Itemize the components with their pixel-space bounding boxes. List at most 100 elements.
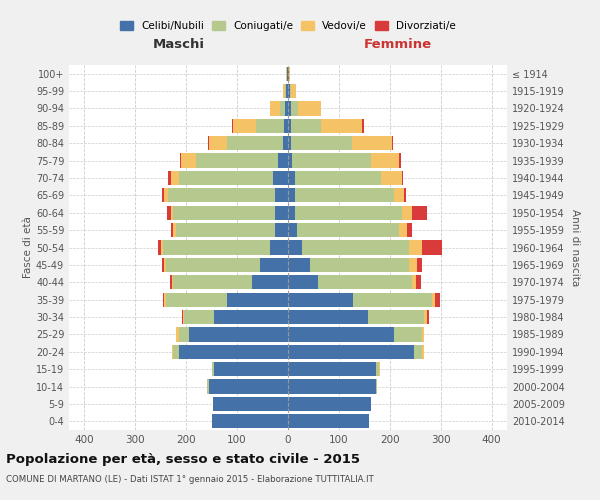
Text: Femmine: Femmine bbox=[364, 38, 431, 51]
Bar bbox=[302, 240, 409, 254]
Bar bbox=[284, 118, 288, 133]
Bar bbox=[422, 328, 424, 342]
Bar bbox=[275, 223, 288, 237]
Bar bbox=[290, 102, 298, 116]
Bar bbox=[232, 118, 233, 133]
Bar bbox=[212, 414, 288, 428]
Bar bbox=[288, 292, 353, 307]
Y-axis label: Fasce di età: Fasce di età bbox=[23, 216, 33, 278]
Bar bbox=[288, 258, 310, 272]
Bar bbox=[290, 136, 352, 150]
Bar bbox=[214, 362, 288, 376]
Bar bbox=[352, 136, 392, 150]
Bar bbox=[287, 66, 288, 81]
Bar bbox=[295, 188, 394, 202]
Bar bbox=[171, 223, 173, 237]
Bar bbox=[164, 188, 169, 202]
Bar bbox=[169, 171, 171, 185]
Text: Maschi: Maschi bbox=[152, 38, 205, 51]
Bar bbox=[288, 328, 394, 342]
Bar bbox=[292, 154, 371, 168]
Bar bbox=[273, 171, 288, 185]
Bar bbox=[427, 310, 428, 324]
Bar bbox=[286, 102, 288, 116]
Bar bbox=[401, 171, 403, 185]
Bar bbox=[209, 136, 227, 150]
Bar bbox=[288, 240, 302, 254]
Bar bbox=[166, 258, 260, 272]
Bar bbox=[173, 275, 253, 289]
Bar bbox=[289, 66, 290, 81]
Bar bbox=[310, 258, 409, 272]
Bar bbox=[288, 362, 376, 376]
Bar bbox=[412, 206, 427, 220]
Bar bbox=[288, 154, 292, 168]
Bar bbox=[206, 380, 209, 394]
Bar bbox=[283, 136, 288, 150]
Bar bbox=[288, 414, 370, 428]
Bar bbox=[256, 118, 284, 133]
Bar bbox=[161, 258, 164, 272]
Bar bbox=[179, 171, 273, 185]
Bar bbox=[404, 188, 406, 202]
Bar bbox=[288, 223, 297, 237]
Bar bbox=[208, 136, 209, 150]
Bar bbox=[173, 223, 176, 237]
Bar bbox=[163, 240, 270, 254]
Bar bbox=[171, 171, 179, 185]
Bar bbox=[278, 154, 288, 168]
Bar bbox=[212, 362, 214, 376]
Text: COMUNE DI MARTANO (LE) - Dati ISTAT 1° gennaio 2015 - Elaborazione TUTTITALIA.IT: COMUNE DI MARTANO (LE) - Dati ISTAT 1° g… bbox=[6, 475, 374, 484]
Bar bbox=[275, 188, 288, 202]
Bar bbox=[295, 171, 381, 185]
Bar bbox=[297, 223, 399, 237]
Bar bbox=[376, 380, 377, 394]
Bar bbox=[173, 206, 275, 220]
Bar bbox=[434, 292, 440, 307]
Bar bbox=[416, 275, 421, 289]
Bar bbox=[394, 328, 422, 342]
Bar bbox=[407, 223, 412, 237]
Bar bbox=[432, 292, 434, 307]
Bar bbox=[180, 154, 181, 168]
Bar bbox=[362, 118, 364, 133]
Bar bbox=[166, 292, 227, 307]
Bar bbox=[275, 206, 288, 220]
Bar bbox=[158, 240, 161, 254]
Bar bbox=[176, 328, 179, 342]
Bar bbox=[280, 102, 286, 116]
Bar bbox=[288, 344, 415, 359]
Bar bbox=[164, 292, 166, 307]
Bar bbox=[288, 380, 376, 394]
Bar bbox=[288, 171, 295, 185]
Bar bbox=[321, 118, 362, 133]
Bar bbox=[288, 118, 290, 133]
Bar bbox=[412, 275, 416, 289]
Bar bbox=[164, 258, 166, 272]
Bar bbox=[392, 136, 394, 150]
Bar bbox=[317, 275, 412, 289]
Bar bbox=[409, 258, 417, 272]
Bar bbox=[188, 328, 288, 342]
Bar bbox=[260, 258, 288, 272]
Bar bbox=[288, 102, 290, 116]
Bar bbox=[214, 310, 288, 324]
Bar bbox=[288, 66, 289, 81]
Bar bbox=[172, 275, 173, 289]
Bar bbox=[179, 344, 288, 359]
Bar bbox=[409, 240, 422, 254]
Bar bbox=[401, 206, 412, 220]
Bar bbox=[173, 344, 179, 359]
Bar bbox=[376, 362, 379, 376]
Bar bbox=[399, 154, 401, 168]
Bar bbox=[161, 188, 164, 202]
Bar bbox=[171, 206, 173, 220]
Bar bbox=[286, 84, 288, 98]
Bar bbox=[184, 310, 214, 324]
Bar bbox=[288, 397, 371, 411]
Bar bbox=[270, 102, 280, 116]
Bar bbox=[163, 292, 164, 307]
Bar bbox=[417, 258, 422, 272]
Bar bbox=[288, 206, 295, 220]
Bar bbox=[394, 188, 404, 202]
